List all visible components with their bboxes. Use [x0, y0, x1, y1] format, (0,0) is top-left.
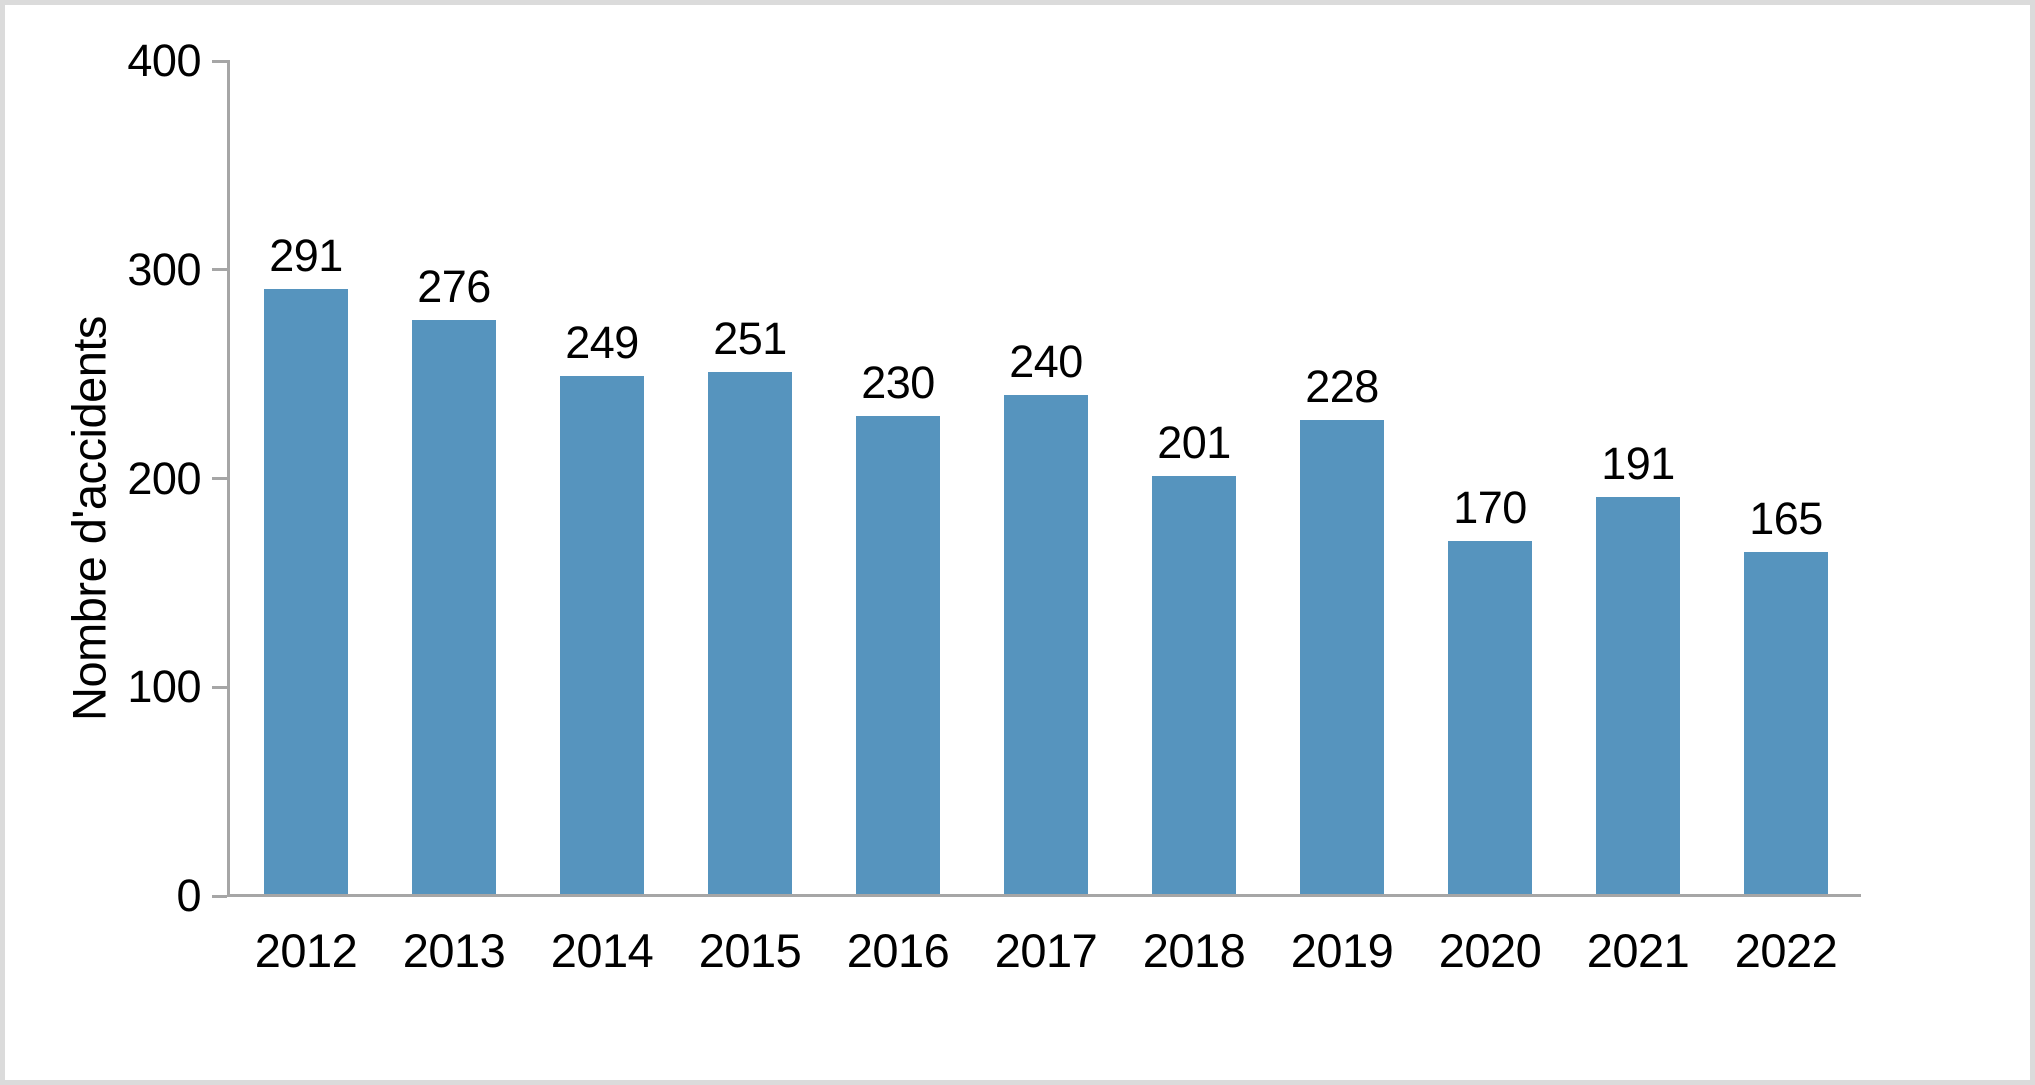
bar-value-label: 230	[861, 356, 935, 408]
y-axis-tick-mark	[212, 268, 227, 272]
x-tick-label: 2012	[254, 924, 358, 977]
x-tick-label: 2015	[698, 924, 802, 977]
bar-2019	[1300, 420, 1384, 894]
x-tick-label: 2018	[1142, 924, 1246, 977]
bar-value-label: 228	[1305, 361, 1379, 413]
bar-2017	[1004, 395, 1088, 894]
y-tick-label: 100	[127, 661, 201, 713]
bar-value-label: 249	[565, 317, 639, 369]
bar-value-label: 291	[269, 229, 343, 281]
plot-area: 0 100 200 300 400 291 2012 276 2013 249 2014 251 201…	[5, 5, 2030, 1080]
bar-value-label: 201	[1157, 417, 1231, 469]
bar-2022	[1744, 551, 1828, 894]
bar-2016	[856, 415, 940, 894]
y-tick-label: 300	[127, 243, 201, 295]
y-axis-line	[227, 60, 230, 897]
bar-2020	[1448, 541, 1532, 894]
bar-2013	[412, 319, 496, 894]
x-tick-label: 2019	[1290, 924, 1394, 977]
bar-value-label: 240	[1009, 336, 1083, 387]
bar-2015	[708, 372, 792, 894]
y-axis-tick-mark	[212, 894, 227, 898]
y-tick-label: 200	[127, 452, 201, 504]
y-axis-tick-mark	[212, 685, 227, 689]
y-axis-tick-mark	[212, 477, 227, 480]
y-tick-label: 0	[176, 870, 201, 921]
bar-value-label: 276	[417, 260, 491, 312]
bar-2012	[264, 288, 348, 894]
x-tick-label: 2021	[1586, 924, 1690, 977]
bar-value-label: 170	[1453, 482, 1527, 534]
x-tick-label: 2016	[846, 924, 950, 977]
bar-2014	[560, 376, 644, 894]
x-tick-label: 2017	[994, 924, 1098, 977]
bar-2018	[1152, 476, 1236, 894]
bar-value-label: 165	[1749, 492, 1823, 544]
y-tick-label: 400	[127, 35, 201, 86]
x-tick-label: 2014	[550, 924, 654, 977]
x-tick-label: 2013	[402, 924, 506, 977]
y-axis-tick-mark	[212, 59, 227, 63]
bar-2021	[1596, 497, 1680, 894]
bar-value-label: 251	[713, 313, 787, 365]
bar-value-label: 191	[1601, 438, 1675, 490]
x-axis-line	[227, 894, 1861, 897]
x-tick-label: 2020	[1438, 924, 1542, 977]
x-tick-label: 2022	[1734, 924, 1838, 977]
